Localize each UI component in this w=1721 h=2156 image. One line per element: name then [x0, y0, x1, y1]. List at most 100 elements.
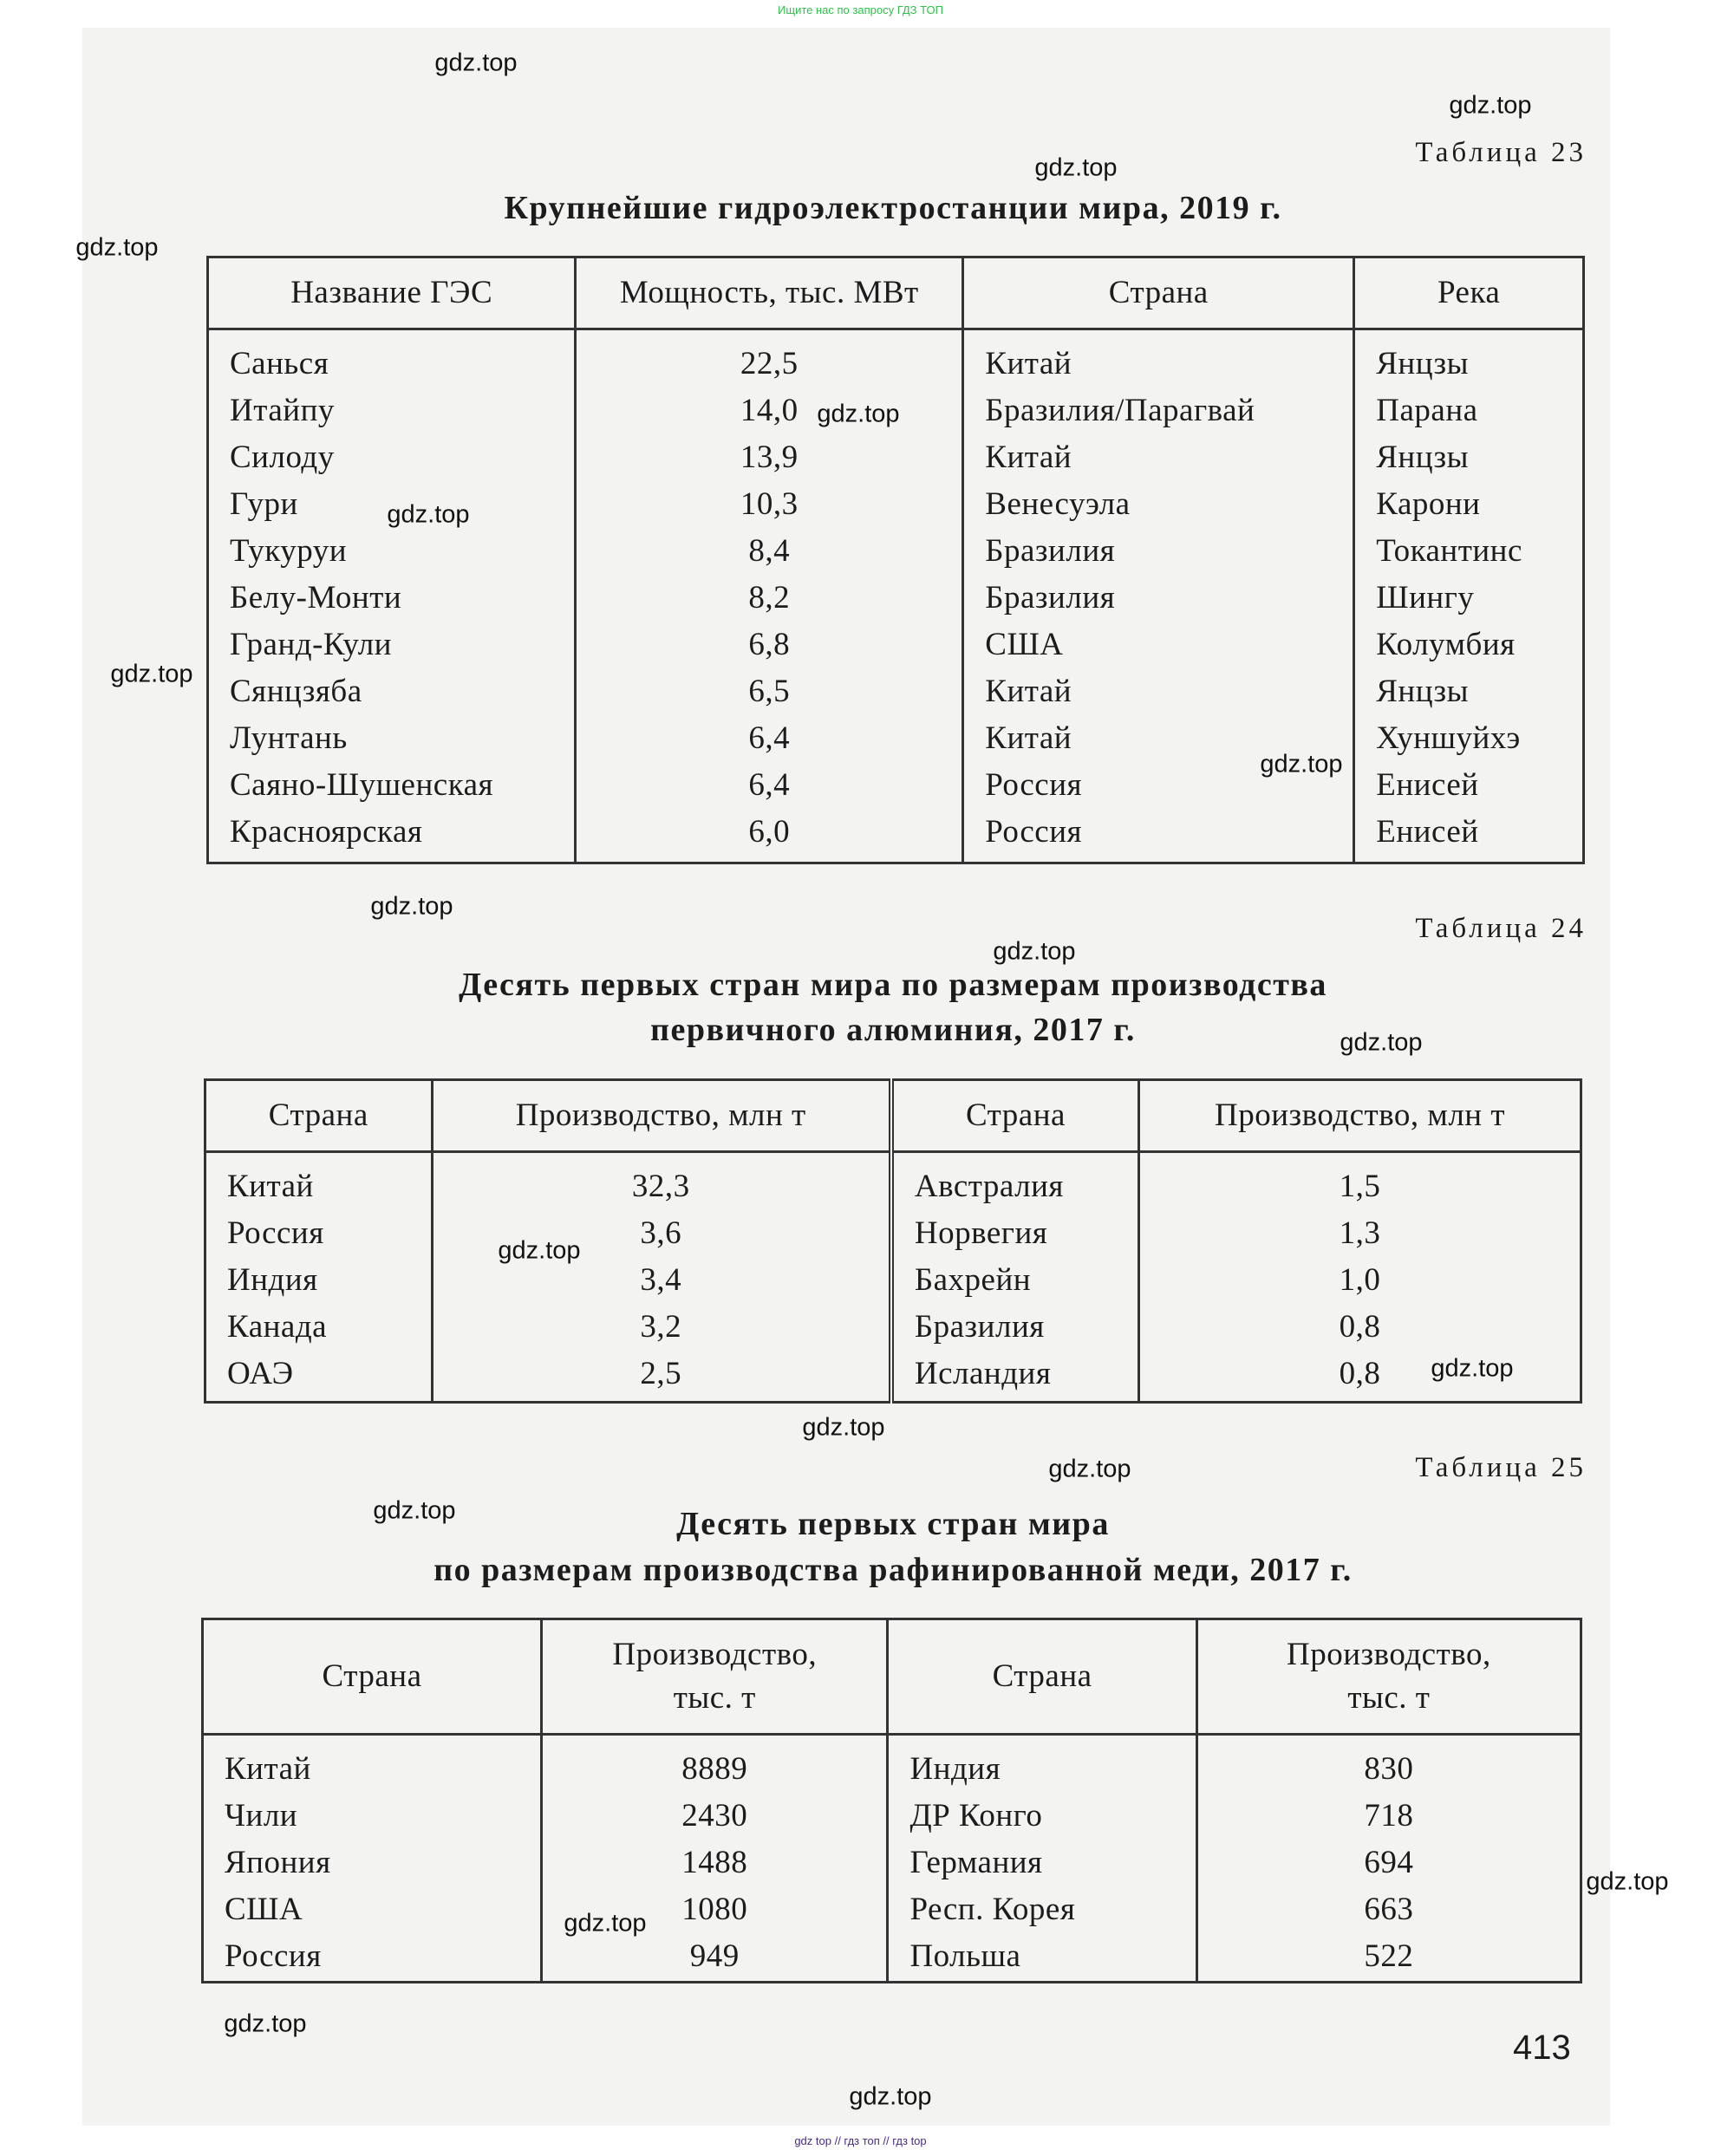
header-row: Страна Производство, млн т Страна Производс…	[204, 1079, 1582, 1153]
table-row: Гури 10,3 Венесуэла Карони	[205, 481, 1585, 528]
table-cell: 6,0	[574, 809, 965, 856]
header-row: Название ГЭС Мощность, тыс. МВт Страна Река	[205, 257, 1585, 330]
table-cell: 32,3	[430, 1163, 893, 1210]
table-24-title-line2: первичного алюминия, 2017 г.	[650, 1012, 1136, 1048]
table-cell: 3,2	[430, 1304, 893, 1351]
table-cell: 6,8	[574, 622, 965, 668]
table-cell: Карони	[1353, 481, 1585, 528]
table-cell: Тукуруи	[205, 528, 577, 575]
table-cell: 14,0	[574, 388, 965, 434]
column-header: Название ГЭС	[205, 257, 577, 330]
table-cell: Китай	[962, 668, 1356, 715]
table-cell: 718	[1195, 1793, 1583, 1840]
column-header: Мощность, тыс. МВт	[574, 257, 965, 330]
watermark: gdz.top	[373, 1496, 456, 1525]
table-cell: Австралия	[888, 1163, 1141, 1210]
column-header: Производство, млн т	[1138, 1079, 1582, 1153]
table-23: Название ГЭС Мощность, тыс. МВт Страна Река…	[205, 256, 1585, 864]
column-header: Страна	[886, 1619, 1198, 1736]
table-25-title-line2: по размерам производства рафинированной …	[434, 1552, 1353, 1588]
table-25-title-line1: Десять первых стран мира	[676, 1506, 1110, 1542]
table-cell: США	[200, 1886, 544, 1933]
table-cell: Китай	[962, 715, 1356, 762]
table-cell: Исландия	[888, 1351, 1141, 1397]
table-cell: Китай	[204, 1163, 434, 1210]
table-cell: Лунтань	[205, 715, 577, 762]
watermark: gdz.top	[849, 2082, 932, 2111]
watermark: gdz.top	[993, 937, 1076, 966]
table-row: Силоду 13,9 Китай Янцзы	[205, 434, 1585, 481]
table-cell: 3,6	[430, 1210, 893, 1257]
header-row: Страна Производство, тыс. т Страна Производ…	[200, 1619, 1583, 1736]
table-cell: Колумбия	[1353, 622, 1585, 668]
column-header: Страна	[204, 1079, 434, 1153]
watermark: gdz.top	[370, 892, 453, 921]
watermark: gdz.top	[1048, 1455, 1131, 1483]
table-cell: 6,4	[574, 762, 965, 809]
table-row: Индия 3,4 Бахрейн 1,0	[204, 1257, 1582, 1304]
watermark: gdz.top	[1034, 153, 1118, 182]
table-cell: Бразилия/Парагвай	[962, 388, 1356, 434]
table-cell: 10,3	[574, 481, 965, 528]
table-cell: Гури	[205, 481, 577, 528]
table-cell: 2430	[540, 1793, 890, 1840]
table-cell: 8,4	[574, 528, 965, 575]
table-cell: Норвегия	[888, 1210, 1141, 1257]
table-row: Красноярская 6,0 Россия Енисей	[205, 809, 1585, 856]
table-cell: Янцзы	[1353, 434, 1585, 481]
table-cell: Токантинс	[1353, 528, 1585, 575]
watermark: gdz.top	[1449, 91, 1532, 120]
table-cell: 8,2	[574, 575, 965, 622]
table-row: Россия 949 Польша 522	[200, 1933, 1583, 1980]
watermark: gdz.top	[75, 233, 159, 262]
watermark: gdz.top	[564, 1909, 647, 1938]
table-row: Белу-Монти 8,2 Бразилия Шингу	[205, 575, 1585, 622]
watermark: gdz.top	[1586, 1867, 1669, 1896]
table-cell: Россия	[204, 1210, 434, 1257]
table-cell: Красноярская	[205, 809, 577, 856]
table-cell: Россия	[962, 762, 1356, 809]
watermark: gdz.top	[1340, 1028, 1423, 1057]
column-header: Страна	[888, 1079, 1141, 1153]
table-cell: 6,4	[574, 715, 965, 762]
table-cell: 694	[1195, 1840, 1583, 1886]
table-row: Итайпу 14,0 Бразилия/Парагвай Парана	[205, 388, 1585, 434]
table-cell: 1,3	[1138, 1210, 1582, 1257]
table-cell: Польша	[886, 1933, 1198, 1980]
table-row: Тукуруи 8,4 Бразилия Токантинс	[205, 528, 1585, 575]
table-cell: Германия	[886, 1840, 1198, 1886]
table-cell: 22,5	[574, 341, 965, 388]
watermark: gdz.top	[434, 49, 518, 77]
table-cell: Янцзы	[1353, 668, 1585, 715]
table-cell: Чили	[200, 1793, 544, 1840]
table-cell: 1080	[540, 1886, 890, 1933]
table-row: Канада 3,2 Бразилия 0,8	[204, 1304, 1582, 1351]
table-cell: Респ. Корея	[886, 1886, 1198, 1933]
table-cell: Санься	[205, 341, 577, 388]
footer-note: gdz top // гдз топ // гдз top	[794, 2134, 927, 2147]
table-cell: Россия	[962, 809, 1356, 856]
table-row: ОАЭ 2,5 Исландия 0,8	[204, 1351, 1582, 1397]
table-cell: Канада	[204, 1304, 434, 1351]
table-cell: 8889	[540, 1746, 890, 1793]
table-cell: ДР Конго	[886, 1793, 1198, 1840]
watermark: gdz.top	[498, 1236, 581, 1265]
table-row: Россия 3,6 Норвегия 1,3	[204, 1210, 1582, 1257]
table-24: Страна Производство, млн т Страна Производс…	[204, 1078, 1582, 1404]
table-cell: Бахрейн	[888, 1257, 1141, 1304]
table-cell: 949	[540, 1933, 890, 1980]
table-row: Гранд-Кули 6,8 США Колумбия	[205, 622, 1585, 668]
table-cell: Россия	[200, 1933, 544, 1980]
table-cell: Индия	[886, 1746, 1198, 1793]
table-cell: 663	[1195, 1886, 1583, 1933]
column-header: Страна	[962, 257, 1356, 330]
table-cell: 0,8	[1138, 1351, 1582, 1397]
watermark: gdz.top	[1260, 750, 1343, 778]
column-header: Производство, тыс. т	[1195, 1619, 1583, 1736]
table-cell: Енисей	[1353, 762, 1585, 809]
table-row: Китай 8889 Индия 830	[200, 1746, 1583, 1793]
table-cell: 1,5	[1138, 1163, 1582, 1210]
table-cell: 522	[1195, 1933, 1583, 1980]
table-cell: Венесуэла	[962, 481, 1356, 528]
table-row: Санься 22,5 Китай Янцзы	[205, 341, 1585, 388]
